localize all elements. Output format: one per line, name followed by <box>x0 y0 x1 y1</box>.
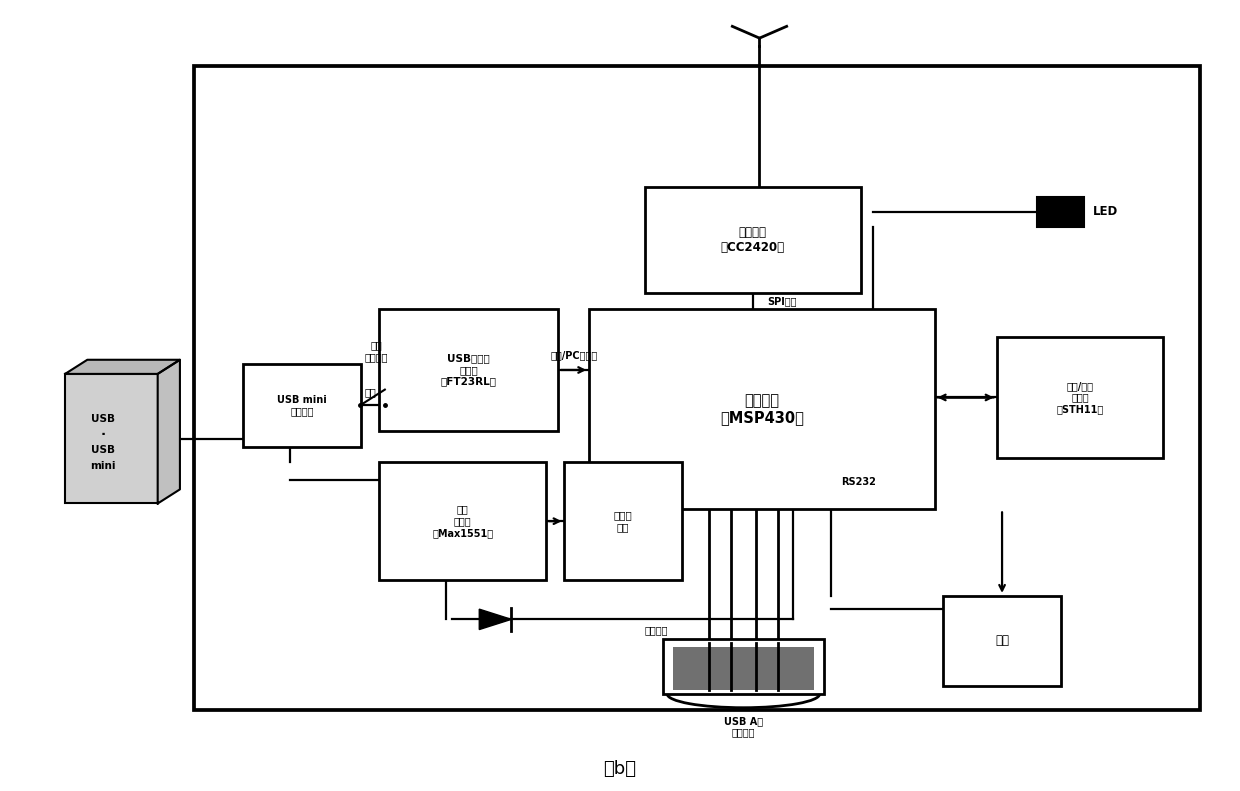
Text: 数据: 数据 <box>365 388 376 397</box>
Polygon shape <box>480 609 511 630</box>
Text: USB: USB <box>91 414 115 424</box>
Bar <box>673 647 813 690</box>
Text: 下游: 下游 <box>994 634 1009 648</box>
Bar <box>663 639 823 694</box>
Text: SPI总线: SPI总线 <box>768 297 797 306</box>
Text: 可充电
电池: 可充电 电池 <box>614 510 632 532</box>
Text: 温度/湿度
传感器
（STH11）: 温度/湿度 传感器 （STH11） <box>1056 380 1104 414</box>
Text: 电源电压: 电源电压 <box>645 626 668 636</box>
Polygon shape <box>157 360 180 504</box>
Bar <box>379 309 558 431</box>
Polygon shape <box>66 360 180 374</box>
Bar <box>195 66 1200 710</box>
Text: 微控制器
（MSP430）: 微控制器 （MSP430） <box>720 393 804 426</box>
Text: USB A型
凹槽接口: USB A型 凹槽接口 <box>724 716 763 737</box>
Text: 电池
充电器
（Max1551）: 电池 充电器 （Max1551） <box>432 505 494 538</box>
Text: RS232: RS232 <box>841 477 875 487</box>
Bar <box>66 374 157 504</box>
Bar <box>944 596 1060 686</box>
Text: USB: USB <box>91 445 115 456</box>
Text: （b）: （b） <box>604 759 636 778</box>
Text: mini: mini <box>91 461 115 471</box>
Text: USB客户端
控制器
（FT23RL）: USB客户端 控制器 （FT23RL） <box>440 354 497 387</box>
Bar <box>1037 197 1084 227</box>
Text: 射频前端
（CC2420）: 射频前端 （CC2420） <box>720 226 785 255</box>
Bar <box>379 462 546 580</box>
Text: ·: · <box>100 428 105 441</box>
Bar <box>243 364 361 447</box>
Bar <box>589 309 935 509</box>
Text: USB mini
凹槽接口: USB mini 凹槽接口 <box>278 395 327 416</box>
Bar <box>997 337 1163 458</box>
Text: 用户
切换开关: 用户 切换开关 <box>365 340 388 362</box>
Bar <box>564 462 682 580</box>
Text: 串行/PC机通讯: 串行/PC机通讯 <box>551 350 598 361</box>
Bar <box>645 187 861 293</box>
Text: LED: LED <box>1092 205 1118 218</box>
